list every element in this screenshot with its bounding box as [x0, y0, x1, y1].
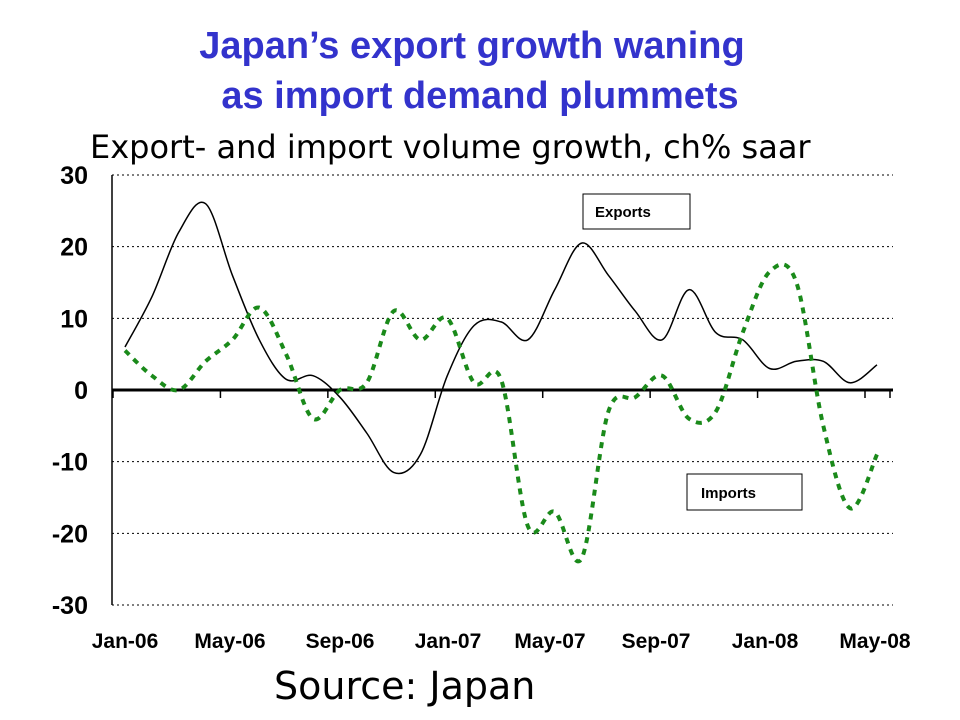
x-tick-label: Sep-06: [306, 630, 375, 653]
x-tick-label: Jan-06: [92, 630, 159, 653]
y-tick-label: 20: [60, 234, 88, 262]
source-note: Source: Japan: [274, 664, 536, 708]
x-tick-label: May-07: [514, 630, 585, 653]
y-tick-label: 30: [60, 162, 88, 190]
chart-subtitle: Export- and import volume growth, ch% sa…: [90, 128, 811, 166]
series-line-imports: [123, 262, 879, 564]
series-line-exports: [124, 201, 878, 475]
x-tick-label: May-06: [194, 630, 265, 653]
exports-label-box: [582, 193, 691, 230]
exports-label: Exports: [595, 204, 651, 221]
y-tick-label: -20: [52, 520, 88, 548]
chart-title-line-1: Japan’s export growth waning: [199, 25, 745, 67]
series-labels: Exports Imports: [582, 193, 803, 511]
x-tick-label: Jan-07: [415, 630, 482, 653]
x-tick-label: May-08: [839, 630, 911, 653]
grid-lines: [112, 174, 893, 606]
x-tick-label: Sep-07: [622, 630, 691, 653]
y-tick-label: -30: [52, 592, 88, 620]
imports-label-box: [686, 473, 803, 511]
chart-title-line-2: as import demand plummets: [221, 75, 739, 117]
x-tick-label: Jan-08: [732, 630, 799, 653]
imports-label: Imports: [701, 485, 756, 502]
series-lines: [123, 201, 879, 564]
y-tick-label: 10: [60, 305, 88, 333]
y-tick-label: 0: [74, 377, 88, 405]
y-tick-label: -10: [52, 449, 88, 477]
